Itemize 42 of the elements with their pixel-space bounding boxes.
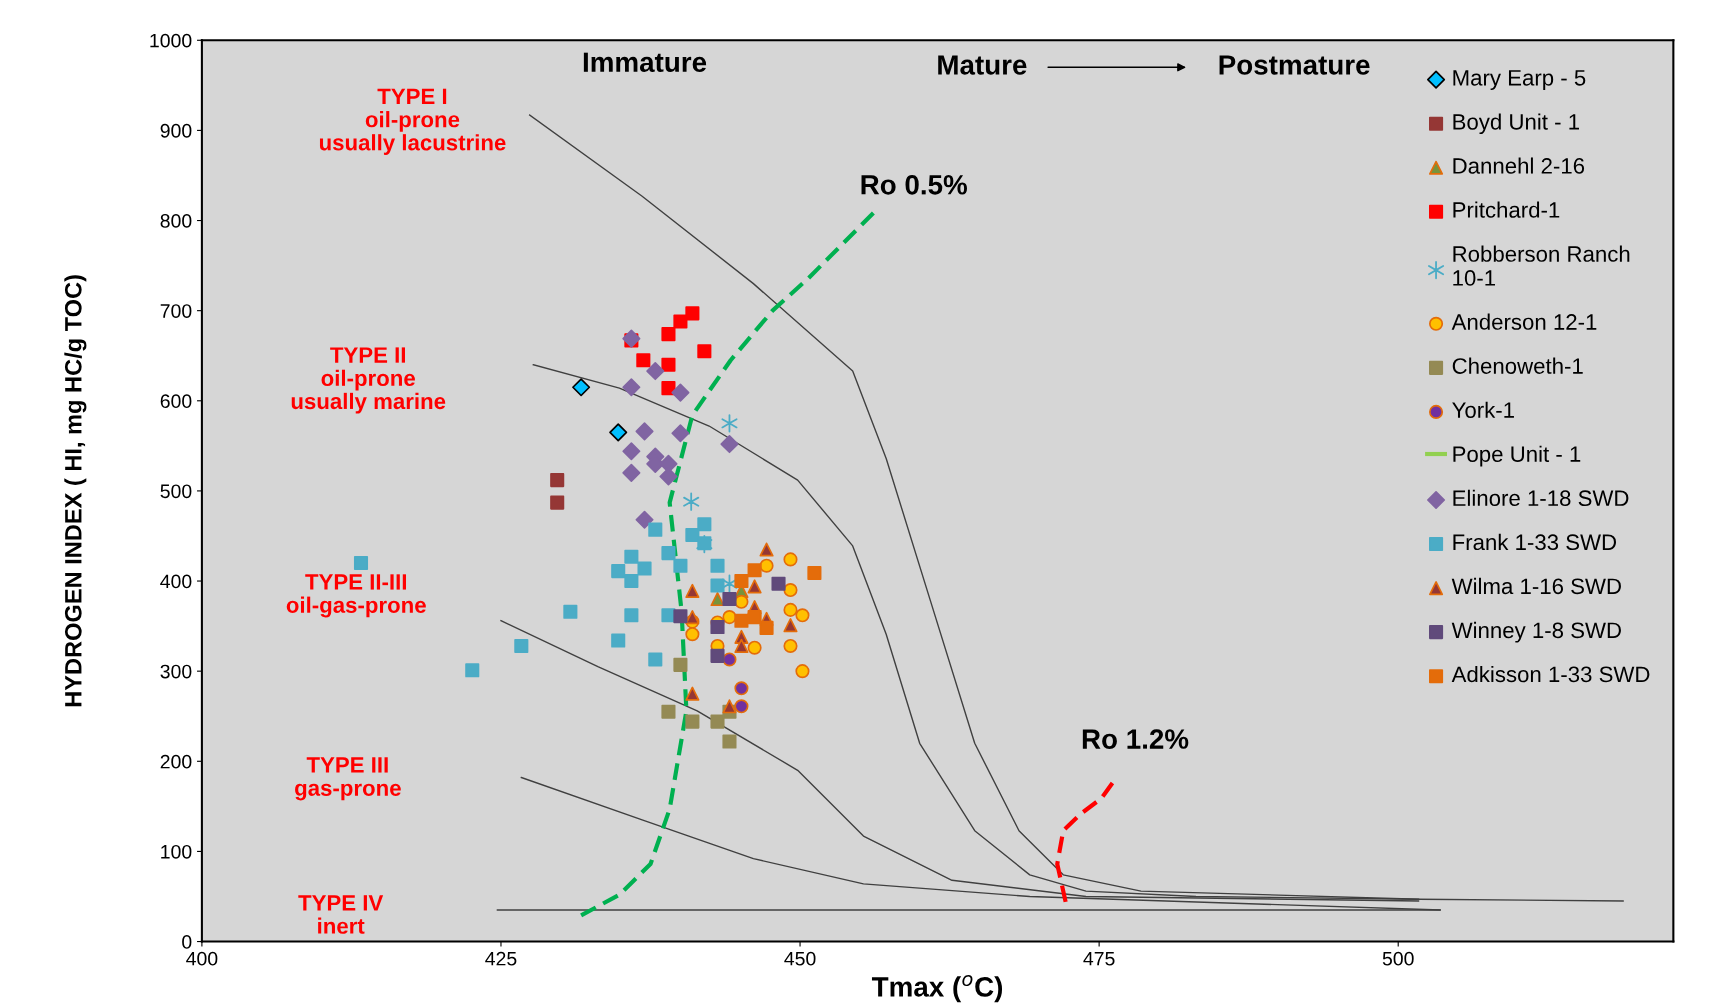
y-tick-label: 200	[160, 754, 192, 769]
annotation: Ro 1.2%	[1082, 729, 1189, 749]
legend-label: Adkisson 1-33 SWD	[1451, 665, 1650, 683]
y-tick-label: 1000	[150, 33, 192, 48]
annotation: TYPE IV inert	[298, 895, 384, 934]
y-tick-label: 300	[160, 664, 192, 679]
legend-label: Elinore 1-18 SWD	[1453, 489, 1629, 507]
legend-label: Boyd Unit - 1	[1453, 113, 1579, 135]
x-tick-label: 475	[1083, 951, 1115, 966]
y-tick-label: 600	[160, 394, 192, 409]
annotation: Ro 0.5%	[861, 174, 967, 195]
legend-label: Pope Unit - 1	[1453, 445, 1581, 467]
annotation: Postmature	[1219, 55, 1370, 75]
y-tick-label: 100	[161, 844, 192, 859]
legend-label: York-1	[1452, 401, 1514, 418]
annotation: Immature	[583, 52, 707, 73]
y-axis-title: HYDROGEN INDEX ( HI, mg HC/g TOC)	[64, 275, 87, 707]
y-tick-label: 500	[160, 484, 192, 499]
y-tick-label: 400	[160, 574, 192, 589]
legend-label: Anderson 12-1	[1451, 313, 1597, 330]
y-tick-label: 900	[160, 123, 192, 138]
legend-label: Winney 1-8 SWD	[1451, 621, 1621, 643]
y-tick-label: 700	[160, 304, 192, 318]
legend-label: Wilma 1-16 SWD	[1451, 577, 1621, 595]
legend-label: Dannehl 2-16	[1453, 157, 1585, 174]
x-tick-label: 425	[485, 951, 517, 966]
legend-label: Pritchard-1	[1453, 201, 1560, 218]
legend-label: Frank 1-33 SWD	[1453, 533, 1617, 551]
annotation: TYPE II-III oil-gas-prone	[286, 574, 426, 618]
annotation: TYPE I oil-prone usually lacustrine	[319, 88, 506, 155]
x-tick-label: 500	[1382, 951, 1414, 966]
legend-label: Robberson Ranch 10-1	[1453, 245, 1630, 286]
legend-label: Mary Earp - 5	[1453, 70, 1586, 91]
x-tick-label: 450	[784, 951, 816, 966]
y-tick-label: 800	[160, 214, 192, 228]
y-tick-label: 0	[182, 935, 192, 949]
x-axis-title: Tmax ($^{o}$C)	[871, 974, 1003, 1003]
annotation: Mature	[938, 55, 1027, 75]
legend-label: Chenoweth-1	[1452, 357, 1583, 374]
annotation: TYPE II oil-prone usually marine	[291, 347, 446, 414]
x-tick-label: 400	[186, 951, 218, 966]
annotation: TYPE III gas-prone	[295, 757, 401, 801]
